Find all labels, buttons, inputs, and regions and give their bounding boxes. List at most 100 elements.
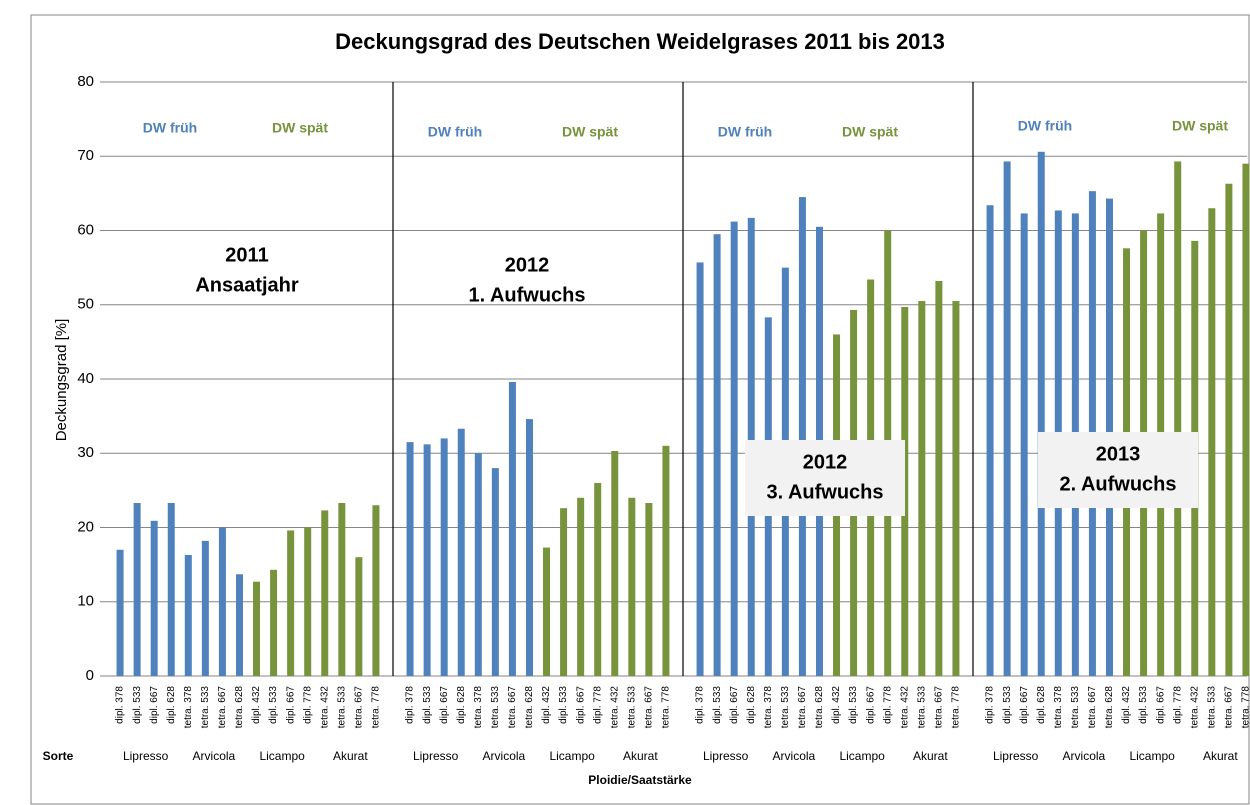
x-tick-label: tetra. 533 [626,686,637,729]
bar [457,428,465,676]
panel-label-box [745,440,905,516]
variety-label: Licampo [1129,749,1175,763]
bar [270,569,278,676]
x-tick-label: tetra. 778 [371,686,382,729]
bar [543,547,551,676]
y-tick-label: 50 [77,296,94,313]
x-tick-label: dipl. 667 [729,686,740,724]
bar [218,527,226,676]
x-tick-label: tetra. 667 [1224,686,1235,729]
x-tick-label: tetra. 533 [490,686,501,729]
bar [713,234,721,676]
bar [577,497,585,676]
bar [423,444,431,676]
x-tick-label: tetra. 667 [644,686,655,729]
bar [1225,183,1233,676]
bar [133,502,141,676]
bar [611,451,619,676]
panel-label: Ansaatjahr [195,274,299,296]
series-label: DW spät [272,120,328,136]
variety-label: Akurat [333,749,368,763]
bar [372,505,380,676]
bar [406,442,414,676]
x-tick-label: tetra. 432 [319,686,330,729]
x-tick-label: tetra. 778 [951,686,962,729]
variety-label: Lipresso [703,749,749,763]
x-tick-label: dipl. 778 [1172,686,1183,724]
bar [167,502,175,676]
bar [1242,163,1250,677]
x-tick-label: dipl. 667 [575,686,586,724]
variety-label: Arvicola [483,749,526,763]
x-tick-label: tetra. 533 [336,686,347,729]
x-tick-label: tetra. 667 [507,686,518,729]
x-tick-label: dipl. 378 [985,686,996,724]
bar [594,482,602,676]
x-tick-label: dipl. 432 [541,686,552,724]
variety-label: Arvicola [193,749,236,763]
variety-label: Lipresso [123,749,169,763]
x-tick-label: tetra. 533 [1070,686,1081,729]
variety-label: Akurat [623,749,658,763]
x-tick-label: tetra. 667 [217,686,228,729]
x-tick-label: tetra. 628 [1104,686,1115,729]
x-tick-label: tetra. 378 [473,686,484,729]
x-tick-label: dipl. 533 [422,686,433,724]
bar [560,508,568,676]
x-tick-label: tetra. 432 [899,686,910,729]
bar [508,381,516,676]
x-axis-title: Ploidie/Saatstärke [588,773,692,787]
bar [474,453,482,676]
x-tick-label: dipl. 667 [439,686,450,724]
x-tick-label: dipl. 667 [285,686,296,724]
x-tick-label: tetra. 432 [609,686,620,729]
x-tick-label: tetra. 667 [1087,686,1098,729]
x-tick-label: dipl. 533 [132,686,143,724]
x-tick-label: dipl. 778 [302,686,313,724]
series-label: DW früh [143,120,197,136]
variety-label: Licampo [839,749,885,763]
x-tick-label: dipl. 533 [558,686,569,724]
x-tick-label: dipl. 628 [166,686,177,724]
y-tick-label: 30 [77,444,94,461]
x-tick-label: dipl. 667 [1155,686,1166,724]
x-tick-label: dipl. 628 [1036,686,1047,724]
bar [253,581,261,676]
x-tick-label: tetra. 778 [661,686,672,729]
x-tick-label: dipl. 628 [456,686,467,724]
variety-label: Licampo [259,749,305,763]
x-tick-label: dipl. 432 [1121,686,1132,724]
series-label: DW früh [718,124,772,140]
bar [338,502,346,676]
panel-label-box [1038,432,1198,508]
bar [952,301,960,676]
bar [287,530,295,676]
bar [235,574,243,676]
panel-label: 2. Aufwuchs [1059,473,1176,495]
bar [525,419,533,676]
x-tick-label: tetra. 378 [763,686,774,729]
panel-label: 1. Aufwuchs [468,284,585,306]
x-tick-label: dipl. 378 [695,686,706,724]
x-tick-label: tetra. 628 [524,686,535,729]
y-tick-label: 10 [77,593,94,610]
bar [116,549,124,676]
x-tick-label: tetra. 533 [1206,686,1217,729]
variety-label: Akurat [1203,749,1238,763]
x-tick-label: dipl. 667 [1019,686,1030,724]
bar [150,520,158,676]
x-tick-label: tetra. 778 [1241,686,1250,729]
variety-label: Licampo [549,749,595,763]
y-tick-label: 80 [77,73,94,90]
bar [321,510,329,676]
x-tick-label: dipl. 378 [115,686,126,724]
bar [918,301,926,676]
variety-label: Lipresso [413,749,459,763]
panel-label: 2013 [1096,443,1141,465]
bar [1020,213,1028,677]
y-tick-label: 70 [77,147,94,164]
x-tick-label: dipl. 667 [865,686,876,724]
x-tick-label: tetra. 432 [1189,686,1200,729]
x-tick-label: tetra. 667 [797,686,808,729]
